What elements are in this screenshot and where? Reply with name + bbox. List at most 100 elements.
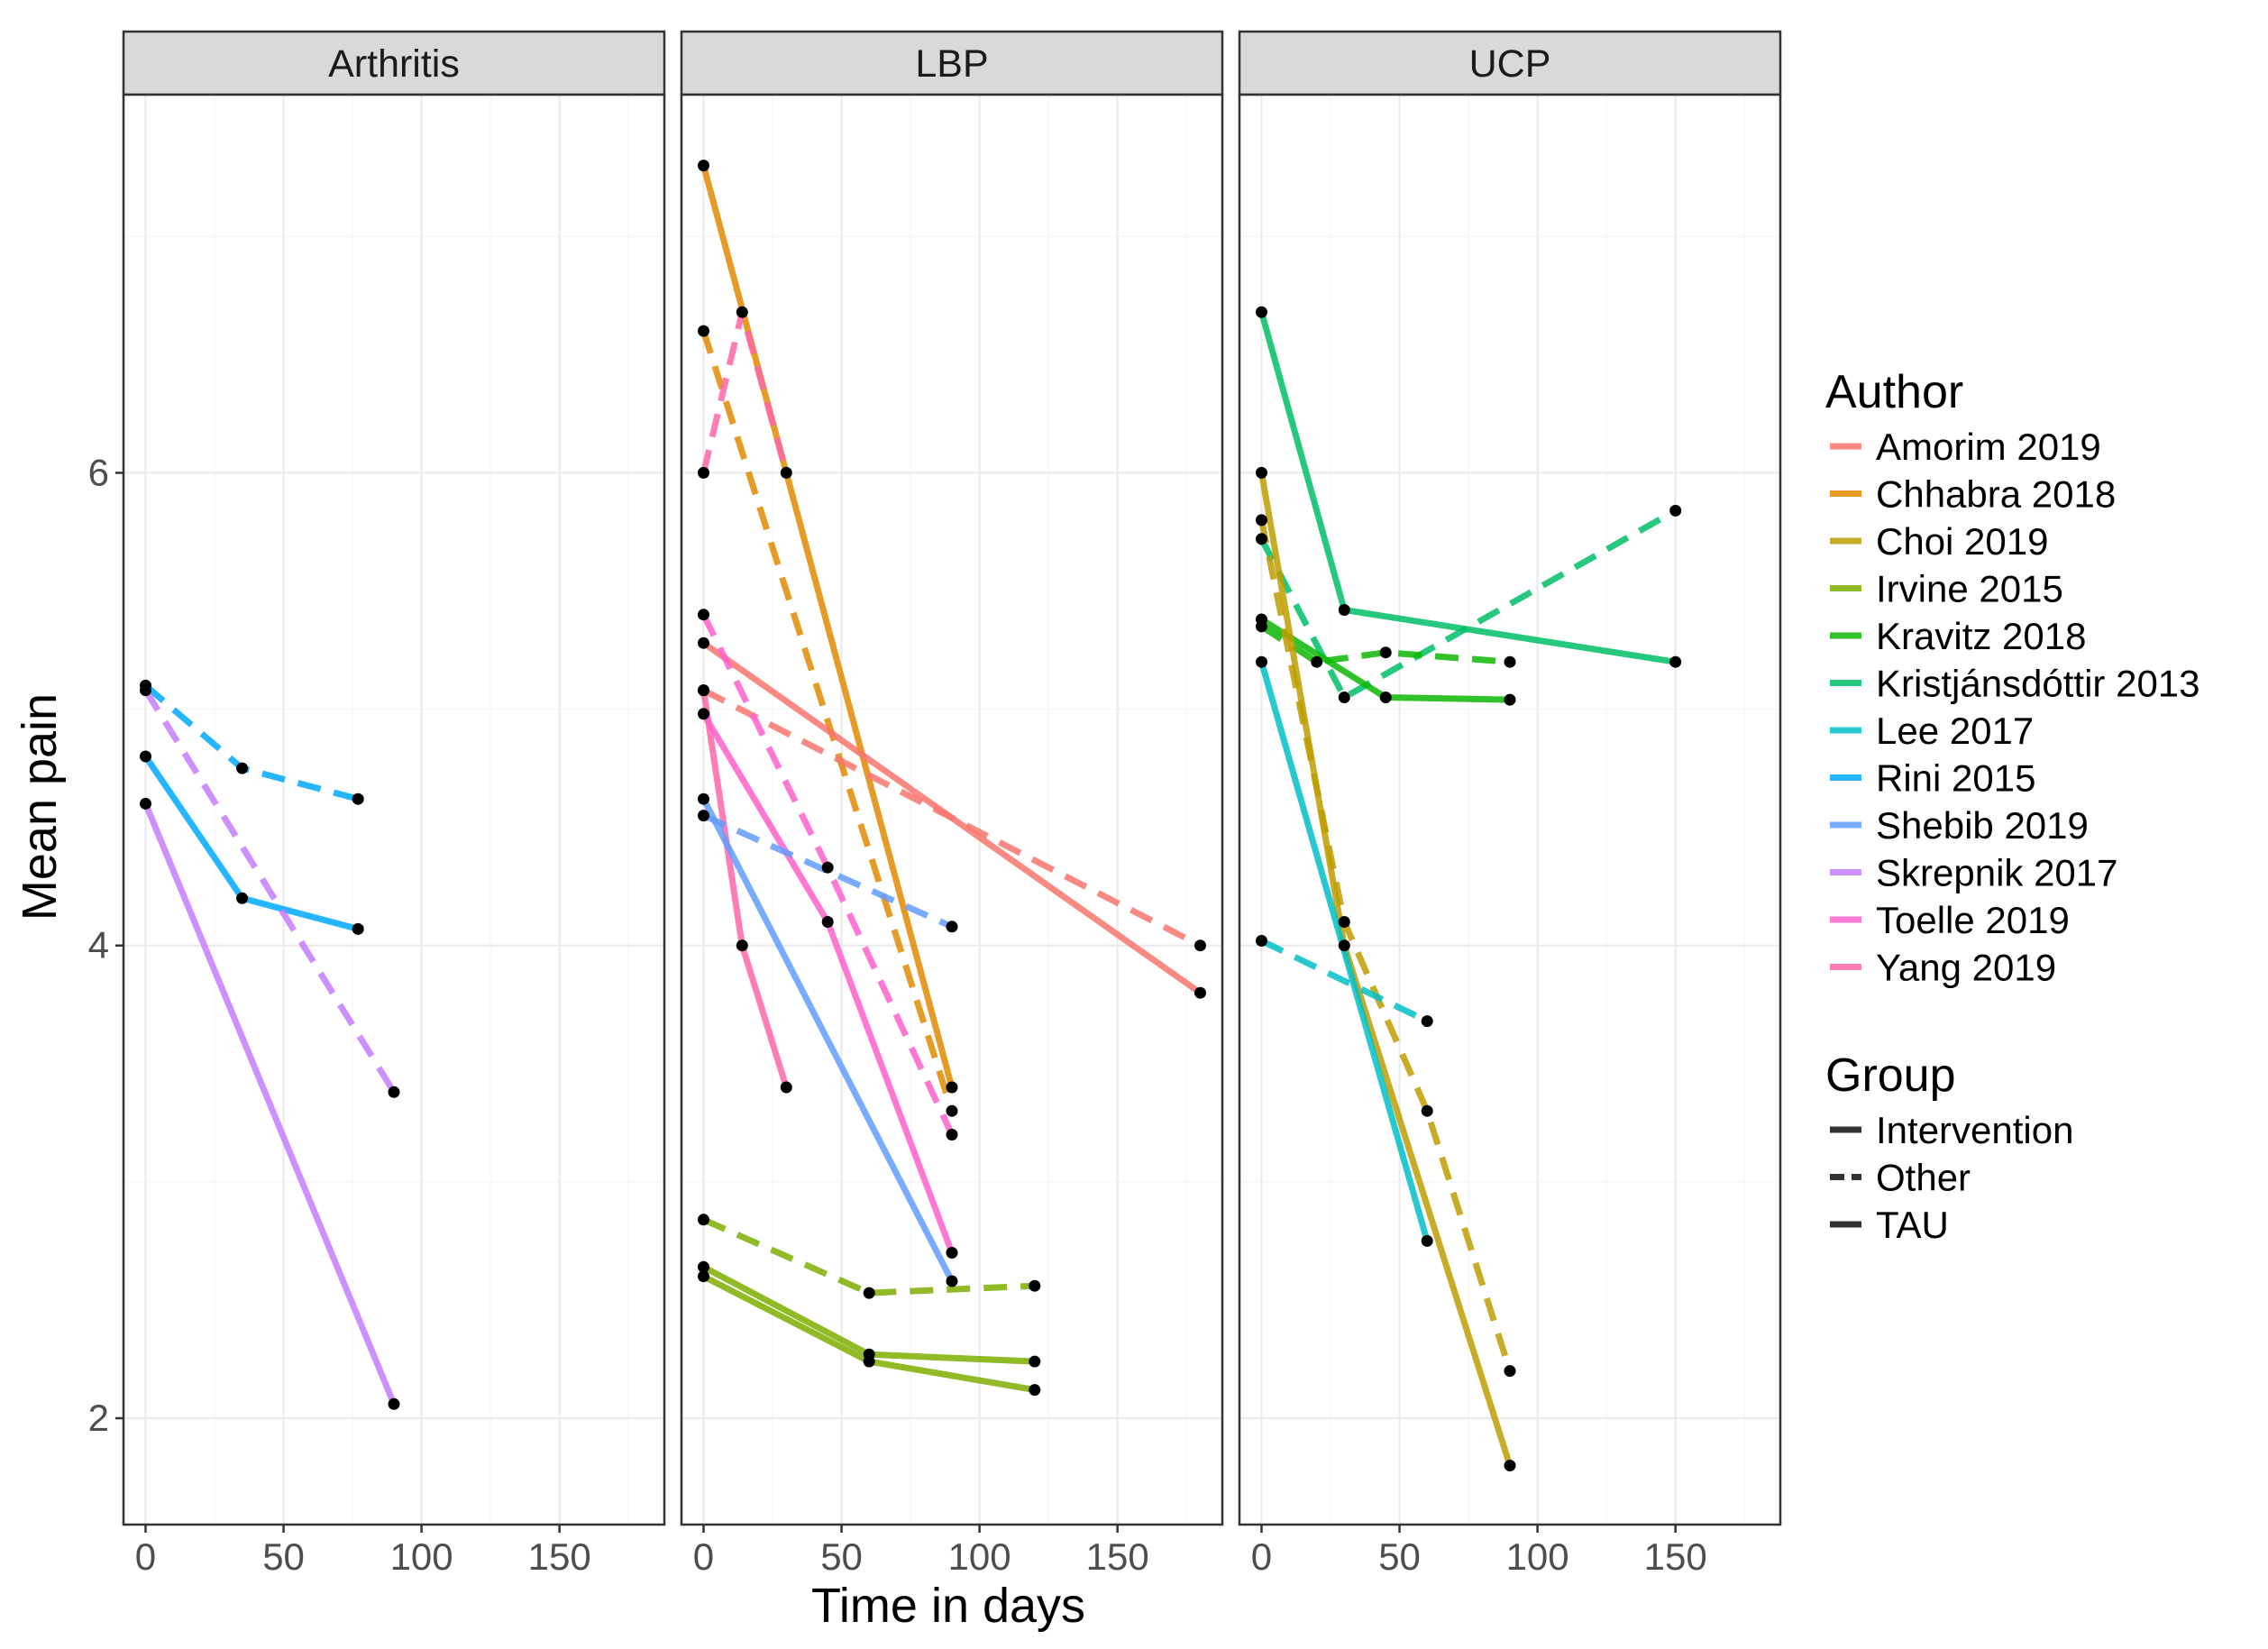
legend-title-group: Group [1825, 1049, 1956, 1102]
data-point [946, 1081, 958, 1094]
legend-item-shebib-2019: Shebib 2019 [1830, 804, 2089, 847]
legend-label: Kristjánsdóttir 2013 [1876, 663, 2200, 705]
legend-item-skrepnik-2017: Skrepnik 2017 [1830, 852, 2118, 894]
legend-item-chhabra-2018: Chhabra 2018 [1830, 473, 2116, 516]
x-axes: 0 50 100 150 0 50 100 150 0 50 100 150 [135, 1525, 1707, 1578]
legend-label: Shebib 2019 [1876, 804, 2089, 847]
legend-label: Chhabra 2018 [1876, 473, 2116, 516]
legend-item-kristjansdottir-2013: Kristjánsdóttir 2013 [1830, 663, 2200, 705]
data-point [821, 861, 834, 874]
legend-item-choi-2019: Choi 2019 [1830, 520, 2048, 563]
data-point [780, 466, 792, 479]
data-point [1338, 939, 1350, 952]
series-line-shebib-2019-intervention [700, 797, 956, 1283]
data-point [1029, 1384, 1041, 1397]
data-point [140, 684, 151, 697]
facet-strip-label: LBP [915, 42, 988, 86]
facet-lbp: LBP [680, 30, 1224, 1526]
legend-label: Irvine 2015 [1876, 568, 2063, 610]
data-point [946, 1129, 958, 1141]
data-point [698, 1214, 709, 1226]
legend-label: Choi 2019 [1876, 520, 2048, 563]
data-point [1029, 1355, 1041, 1368]
x-tick-label: 150 [528, 1535, 591, 1578]
y-tick-label: 6 [88, 451, 109, 493]
data-point [1504, 655, 1516, 668]
legend-label: Lee 2017 [1876, 710, 2034, 752]
data-point [1421, 1015, 1433, 1028]
panel-background [1239, 95, 1780, 1525]
data-point [736, 939, 748, 952]
series-line-kristjansdottir-2013-other [1258, 508, 1678, 701]
x-tick-label: 100 [390, 1535, 453, 1578]
data-point [140, 797, 151, 810]
facet-panels: Arthritis LBP UCP [122, 30, 1782, 1526]
data-point [698, 1270, 709, 1283]
x-tick-label: 50 [262, 1535, 305, 1578]
legend-title-author: Author [1825, 366, 1963, 418]
legend-item-yang-2019: Yang 2019 [1830, 947, 2056, 989]
legend-item-toelle-2019: Toelle 2019 [1830, 899, 2070, 941]
data-point [1338, 604, 1350, 616]
x-tick-label: 150 [1644, 1535, 1707, 1578]
data-point [946, 921, 958, 933]
series-line-skrepnik-2017-other [142, 688, 397, 1095]
legend-item-irvine-2015: Irvine 2015 [1830, 568, 2063, 610]
x-tick-label: 0 [1251, 1535, 1272, 1578]
data-point [698, 637, 709, 649]
series-line-chhabra-2018-other [700, 330, 956, 1113]
data-point [780, 1081, 792, 1094]
data-point [1504, 1460, 1516, 1471]
series-points [1256, 306, 1682, 1471]
x-axis-title: Time in days [811, 1579, 1085, 1633]
data-point [1256, 514, 1267, 527]
data-point [1669, 504, 1682, 517]
panel-border [122, 93, 666, 1526]
facet-ucp: UCP [1238, 30, 1782, 1526]
legend-label: Toelle 2019 [1876, 899, 2070, 941]
data-point [1256, 935, 1267, 947]
legend-item-intervention: Intervention [1830, 1109, 2073, 1151]
facet-strip-label: UCP [1469, 42, 1551, 86]
facet-arthritis: Arthritis [122, 30, 666, 1526]
data-point [140, 750, 151, 763]
legend-item-tau: TAU [1830, 1204, 1949, 1246]
data-point [1504, 1365, 1516, 1378]
panel-border [680, 93, 1224, 1526]
y-axis-title: Mean pain [13, 693, 67, 921]
x-tick-label: 50 [820, 1535, 863, 1578]
data-point [352, 792, 364, 805]
x-tick-label: 0 [135, 1535, 156, 1578]
series-line-skrepnik-2017-intervention [142, 802, 398, 1406]
legend-label: Skrepnik 2017 [1876, 852, 2118, 894]
series-line-shebib-2019-other [702, 812, 954, 930]
facet-strip-label: Arthritis [328, 42, 460, 86]
data-point [1379, 646, 1392, 659]
legend-label: Intervention [1876, 1109, 2073, 1151]
data-point [236, 762, 249, 774]
legend-label: Other [1876, 1157, 1971, 1199]
series-points [698, 160, 1206, 1397]
data-point [1256, 306, 1267, 318]
data-point [1421, 1104, 1433, 1117]
data-point [698, 792, 709, 805]
facet-strip [680, 30, 1224, 96]
data-point [1421, 1234, 1433, 1247]
legend-item-other: Other [1830, 1157, 1971, 1199]
data-point [736, 306, 748, 318]
data-point [1669, 655, 1682, 668]
data-point [698, 160, 709, 172]
data-point [1256, 655, 1267, 668]
legend-item-lee-2017: Lee 2017 [1830, 710, 2034, 752]
data-point [698, 684, 709, 697]
data-point [863, 1348, 875, 1360]
data-point [236, 892, 249, 904]
data-point [1256, 620, 1267, 633]
data-point [698, 325, 709, 337]
data-point [1338, 916, 1350, 928]
data-point [698, 810, 709, 822]
legend-label: Rini 2015 [1876, 757, 2035, 800]
data-point [1338, 692, 1350, 703]
